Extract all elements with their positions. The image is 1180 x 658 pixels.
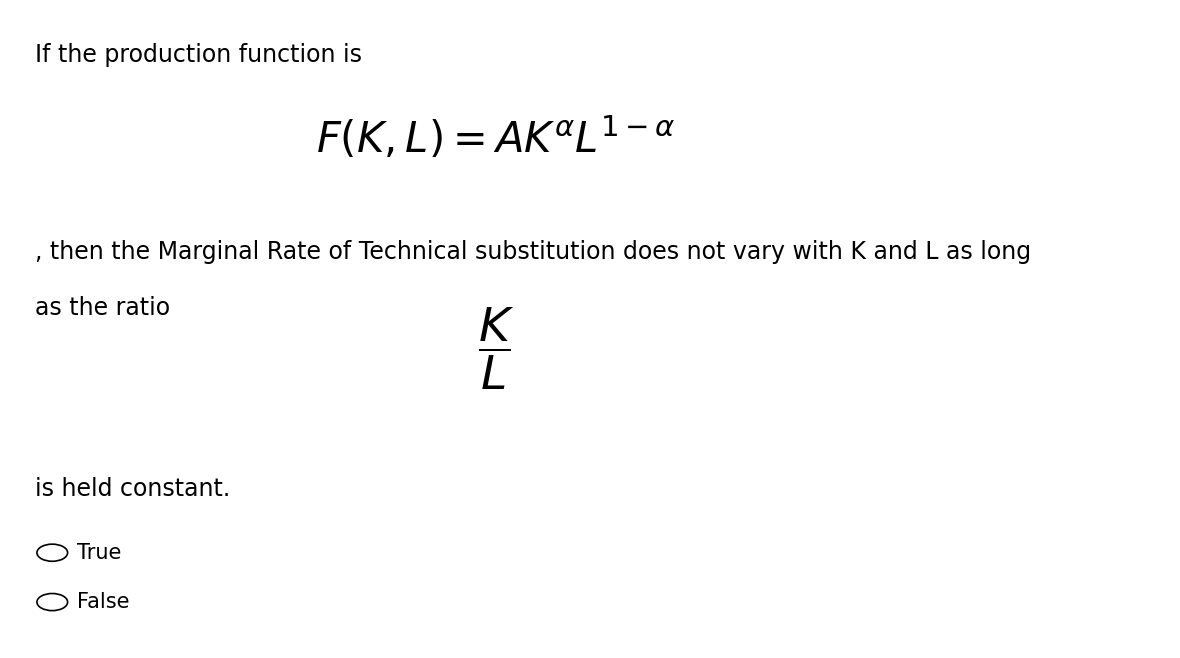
Text: True: True xyxy=(77,543,122,563)
Text: If the production function is: If the production function is xyxy=(35,43,362,66)
Text: $\dfrac{\mathbf{\mathit{K}}}{\mathbf{\mathit{L}}}$: $\dfrac{\mathbf{\mathit{K}}}{\mathbf{\ma… xyxy=(478,305,513,392)
Text: , then the Marginal Rate of Technical substitution does not vary with K and L as: , then the Marginal Rate of Technical su… xyxy=(35,240,1031,264)
Text: False: False xyxy=(77,592,130,612)
Text: $\mathit{F}(\mathit{K},\mathit{L}) = \mathit{A}\mathit{K}^{\alpha}\mathit{L}^{1-: $\mathit{F}(\mathit{K},\mathit{L}) = \ma… xyxy=(316,115,675,162)
Text: is held constant.: is held constant. xyxy=(35,477,230,501)
Text: as the ratio: as the ratio xyxy=(35,296,171,320)
